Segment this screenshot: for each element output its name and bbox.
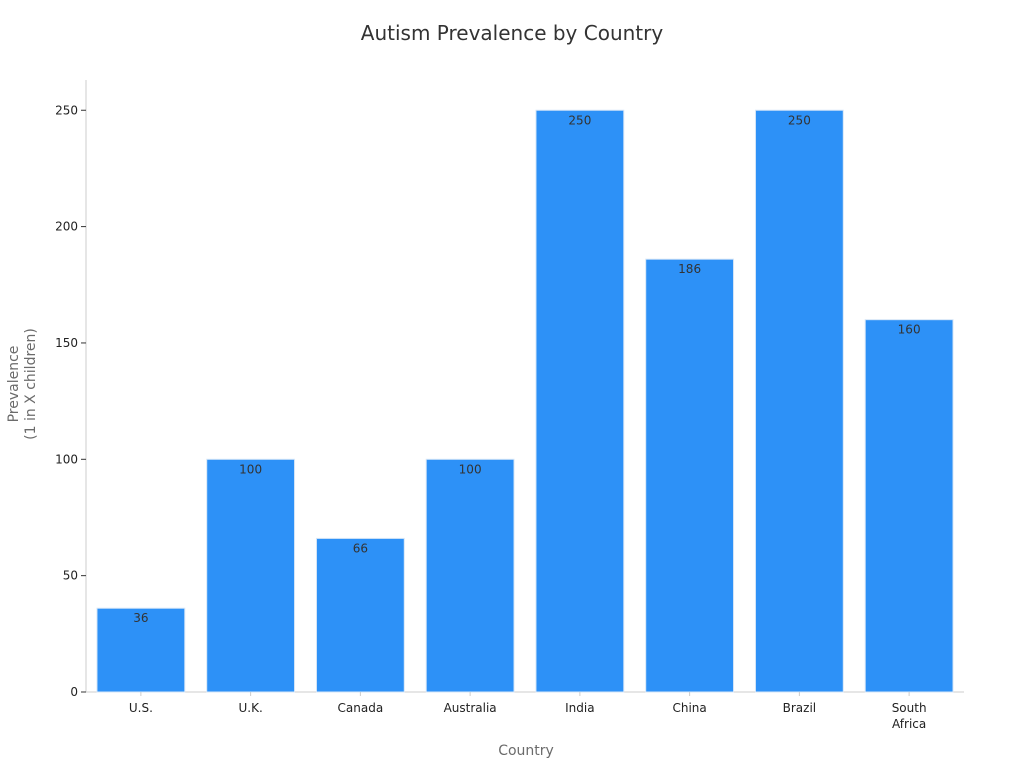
bar-5 (645, 258, 735, 693)
bar-value-label: 250 (788, 113, 811, 127)
x-tick-label: China (672, 701, 706, 715)
bar-value-label: 250 (568, 113, 591, 127)
bar-6 (754, 109, 844, 693)
chart-title: Autism Prevalence by Country (361, 21, 664, 45)
bar-1 (206, 458, 296, 693)
bar-value-label: 160 (898, 323, 921, 337)
y-tick-label: 200 (55, 220, 78, 234)
bar-value-label: 66 (353, 541, 368, 555)
bar-3 (425, 458, 515, 693)
y-tick-label: 150 (55, 336, 78, 350)
x-tick-label: Brazil (783, 701, 817, 715)
bar-value-label: 36 (133, 611, 148, 625)
x-axis-label: Country (498, 743, 554, 759)
bar-7 (864, 319, 954, 693)
x-tick-label: Africa (892, 717, 926, 731)
y-tick-label: 50 (63, 569, 78, 583)
bar-value-label: 100 (459, 462, 482, 476)
y-tick-label: 0 (70, 685, 78, 699)
y-tick-label: 100 (55, 452, 78, 466)
x-tick-label: South (892, 701, 927, 715)
bar-value-label: 100 (239, 462, 262, 476)
bar-4 (535, 109, 625, 693)
bar-2 (315, 537, 405, 693)
x-tick-label: U.K. (238, 701, 262, 715)
x-tick-label: Canada (338, 701, 384, 715)
y-axis-label: Prevalence (1 in X children) (6, 328, 39, 440)
x-tick-label: Australia (444, 701, 497, 715)
x-tick-label: India (565, 701, 594, 715)
bar-0 (96, 607, 186, 693)
bar-value-label: 186 (678, 262, 701, 276)
y-axis-label-line-2: (1 in X children) (23, 328, 39, 440)
plot-area: 0 50 100 150 200 250 36 U.S. 100 U.K. 66 Canada 100 A… (55, 80, 964, 731)
y-axis-label-line-1: Prevalence (6, 346, 22, 423)
y-tick-label: 250 (55, 103, 78, 117)
x-tick-label: U.S. (129, 701, 153, 715)
